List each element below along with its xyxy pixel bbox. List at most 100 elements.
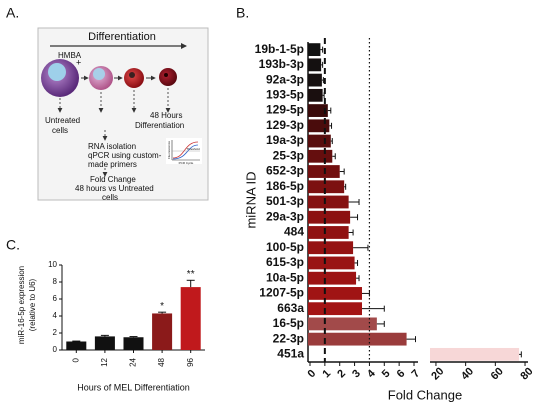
bar [430,347,520,361]
annotation: ** [187,269,195,280]
y-tick-label: 10a-5p [266,270,304,284]
y-tick-label: 663a [277,301,304,315]
y-tick-label: 10 [48,260,57,269]
y-tick-label: 501-3p [266,194,304,208]
y-tick-label: 129-3p [266,118,304,132]
y-tick-label: 129-5p [266,103,304,117]
bar [308,180,345,194]
x-tick-label: 1 [320,368,333,381]
x-tick-label: 48 [157,357,166,366]
bar [308,88,323,102]
bar [94,336,115,350]
step: Fold Change [90,175,136,184]
x-tick-label: 0 [306,368,319,381]
bar [308,241,354,255]
y-tick-label: 6 [53,294,58,303]
bar [308,149,333,163]
differentiated: 48 Hours [150,111,182,120]
diagram: Differentiation HMBA + Untreated cells 4… [37,27,209,202]
treatment: HMBA [58,51,82,60]
x-tick-label: 40 [459,365,476,382]
bar [308,119,330,133]
bar [308,134,331,148]
y-tick-label: 1207-5p [259,286,304,300]
step: cells [102,193,118,202]
arrow-label: Differentiation [88,31,156,43]
nucleus [93,68,105,80]
untreated: cells [52,126,68,135]
x-tick-label: 5 [380,368,393,381]
bar [308,226,349,239]
nucleus [48,63,66,81]
bar [308,43,321,57]
y-axis-label: miRNA ID [243,171,258,228]
y-tick-label: 25-3p [273,148,304,162]
bar [308,302,362,316]
step: RNA isolation [88,142,136,151]
bar [308,256,355,270]
bar [308,332,407,346]
cell [159,68,177,86]
y-tick-label: 652-3p [266,164,304,178]
differentiated: Differentiation [135,121,184,130]
x-tick-label: 60 [489,365,506,382]
x-tick-label: 80 [518,365,535,382]
bar [308,104,328,117]
diagram-box [37,27,209,201]
bar [308,58,322,72]
panel-label: B. [236,5,249,21]
bar [308,210,351,224]
step: qPCR using custom- [88,151,162,160]
y-tick-label: 193-5p [266,88,304,102]
x-tick-label: 12 [100,357,109,366]
x-tick-label: 7 [410,368,423,381]
y-tick-label: 92a-3p [266,72,304,86]
y-tick-label: 484 [284,225,304,239]
x-tick-label: 4 [365,367,378,380]
y-tick-label: 4 [53,311,58,320]
plus: + [76,57,81,67]
annotation: * [160,301,164,312]
bar [180,287,201,350]
step: made primers [88,160,137,169]
bar [308,317,377,331]
y-tick-label: 8 [53,277,58,286]
y-tick-label: 22-3p [273,331,304,345]
y-tick-label: 19a-3p [266,133,304,147]
step: 48 hours vs Untreated [75,184,154,193]
inset-curve [172,144,199,160]
bar [308,287,362,300]
x-tick-label: 2 [335,368,348,381]
y-tick-label: 615-3p [266,255,304,269]
y-tick-label: 451a [277,347,304,361]
x-tick-label: 3 [350,368,363,381]
bar [308,271,357,285]
y-tick-label: 29a-3p [266,209,304,223]
x-tick-label: 0 [71,357,80,362]
cell [124,68,144,88]
y-tick-label: 16-5p [273,316,304,330]
inset-label: PCR Cycle [179,161,194,165]
x-tick-label: 24 [129,357,138,366]
y-tick-label: 100-5p [266,240,304,254]
bar [308,73,322,87]
bar [123,337,144,350]
nucleus [129,72,135,78]
bar [152,313,173,350]
x-axis-label: Hours of MEL Differentiation [77,382,190,392]
y-tick-label: 2 [53,328,58,337]
y-axis-label: (relative to U6) [28,278,37,331]
x-axis-label: Fold Change [388,387,462,402]
panel-label: A. [6,5,19,21]
nucleus [164,73,168,77]
x-tick-label: 20 [429,365,446,382]
panel-label: C. [6,237,20,253]
x-tick-label: 96 [186,357,195,366]
bar [66,341,87,350]
y-tick-label: 0 [53,345,58,354]
y-tick-label: 193b-3p [259,57,304,71]
bar [308,195,349,209]
x-tick-label: 6 [395,368,408,381]
untreated: Untreated [45,116,80,125]
